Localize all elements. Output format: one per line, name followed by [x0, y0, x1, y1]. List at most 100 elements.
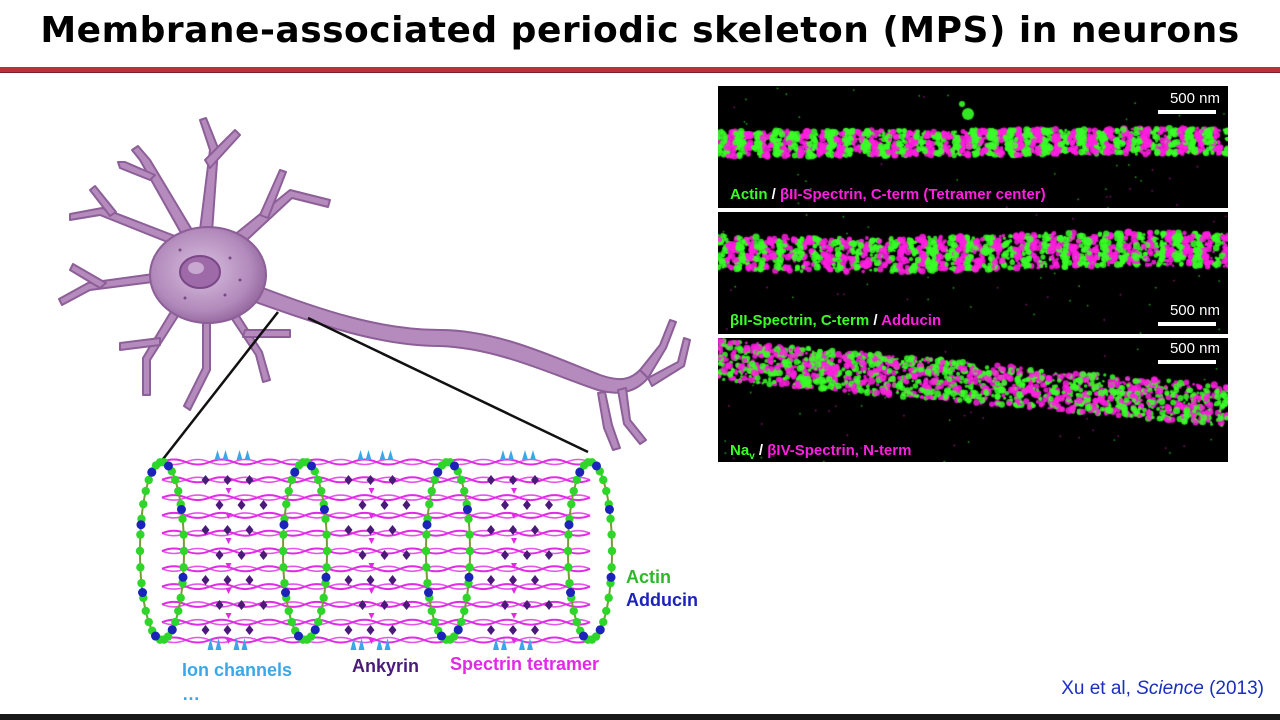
actin-label: Actin [626, 567, 671, 587]
ankyrin [358, 500, 367, 510]
ion-channel [508, 450, 514, 460]
ion-channel [379, 450, 386, 460]
ankyrin [245, 625, 254, 635]
actin-bead [174, 606, 183, 616]
microscopy-panel-3: 500 nm Nav / βIV-Spectrin, N-term [718, 338, 1228, 462]
spectrin-marker [511, 538, 517, 544]
actin-bead [171, 617, 180, 627]
ankyrin [523, 600, 531, 610]
actin-bead [607, 563, 616, 572]
spectrin-marker [225, 638, 232, 644]
adducin-bead [136, 520, 146, 530]
adducin-bead [321, 572, 331, 582]
caption-part: Nav [730, 442, 755, 462]
adducin-bead [462, 504, 472, 514]
spectrin-strand [304, 583, 449, 590]
caption-part: βIV-Spectrin, N-term [767, 442, 912, 459]
mps-lattice [135, 450, 617, 650]
zoom-line-right [307, 316, 589, 454]
ankyrin [402, 600, 411, 610]
actin-bead [171, 475, 180, 485]
ankyrin [237, 600, 246, 610]
actin-bead [279, 563, 288, 572]
ankyrin [509, 475, 517, 485]
actin-bead [178, 514, 187, 524]
ankyrin [344, 625, 353, 635]
actin-bead [569, 606, 578, 616]
caption-part: / [767, 186, 781, 203]
ion-channel [527, 638, 533, 650]
spectrin-marker [368, 638, 375, 644]
ankyrin [487, 475, 495, 485]
ankyrin [245, 525, 254, 535]
adducin-bead [176, 504, 186, 514]
actin-bead [317, 486, 326, 496]
actin-bead [321, 514, 330, 524]
actin-bead [139, 499, 148, 509]
neuron-illustration [58, 117, 691, 451]
panel-caption: Actin / βII-Spectrin, C-term (Tetramer c… [730, 186, 1046, 203]
ion-channel [233, 638, 240, 650]
spectrin-strand [447, 601, 591, 608]
actin-bead [176, 593, 185, 603]
ankyrin [366, 625, 375, 635]
panel-3-image [718, 338, 1228, 462]
ankyrin [501, 600, 509, 610]
spectrin-marker [511, 563, 517, 569]
zoom-line-left [159, 311, 279, 464]
ion-channel [357, 450, 364, 460]
ankyrin [366, 475, 375, 485]
actin-bead [599, 617, 608, 627]
ankyrin [223, 575, 232, 585]
spectrin-marker [368, 563, 375, 569]
microscopy-panel-2: 500 nm βII-Spectrin, C-term / Adducin [718, 212, 1228, 334]
adducin-bead [150, 631, 160, 641]
spectrin-strand [161, 494, 306, 501]
spectrin-marker [511, 588, 517, 594]
ankyrin [223, 625, 232, 635]
actin-bead [563, 546, 573, 556]
ankyrin [402, 500, 411, 510]
actin-bead [287, 475, 296, 485]
spectrin-marker [225, 613, 232, 619]
actin-bead [284, 486, 293, 496]
adducin-bead [138, 588, 148, 598]
microscopy-panel-1: 500 nm Actin / βII-Spectrin, C-term (Tet… [718, 86, 1228, 208]
ion-channel [530, 450, 536, 460]
adducin-bead [592, 461, 602, 471]
title-divider [0, 67, 1280, 73]
adducin-bead [178, 572, 188, 582]
ion-channel [358, 638, 365, 650]
actin-bead [430, 475, 439, 485]
actin-bead [144, 617, 153, 627]
adducin-bead [595, 625, 605, 635]
actin-bead [174, 486, 183, 496]
actin-bead [322, 546, 332, 556]
actin-bead [599, 475, 608, 485]
caption-part: βII-Spectrin, C-term (Tetramer center) [780, 186, 1046, 203]
adducin-bead [281, 588, 291, 598]
ankyrin [501, 550, 509, 560]
adducin-bead [453, 625, 463, 635]
actin-bead [607, 530, 616, 539]
actin-bead [278, 546, 288, 556]
actin-bead [322, 530, 331, 539]
actin-bead [606, 514, 615, 524]
ankyrin [245, 575, 254, 585]
spectrin-strand [447, 458, 591, 466]
ankyrin [201, 575, 210, 585]
ankyrin [487, 625, 495, 635]
ankyrin [344, 475, 353, 485]
spectrin-marker [225, 588, 232, 594]
scale-label: 500 nm [1169, 340, 1220, 357]
ankyrin-label: Ankyrin [352, 656, 420, 676]
spectrin-strand [161, 636, 306, 644]
ankyrin [531, 575, 539, 585]
spectrin-strand [304, 494, 449, 501]
spectrin-strand [304, 601, 449, 608]
ankyrin [344, 575, 353, 585]
panel-caption: Nav / βIV-Spectrin, N-term [730, 442, 911, 462]
ankyrin [388, 575, 397, 585]
ion-channel [519, 638, 525, 650]
